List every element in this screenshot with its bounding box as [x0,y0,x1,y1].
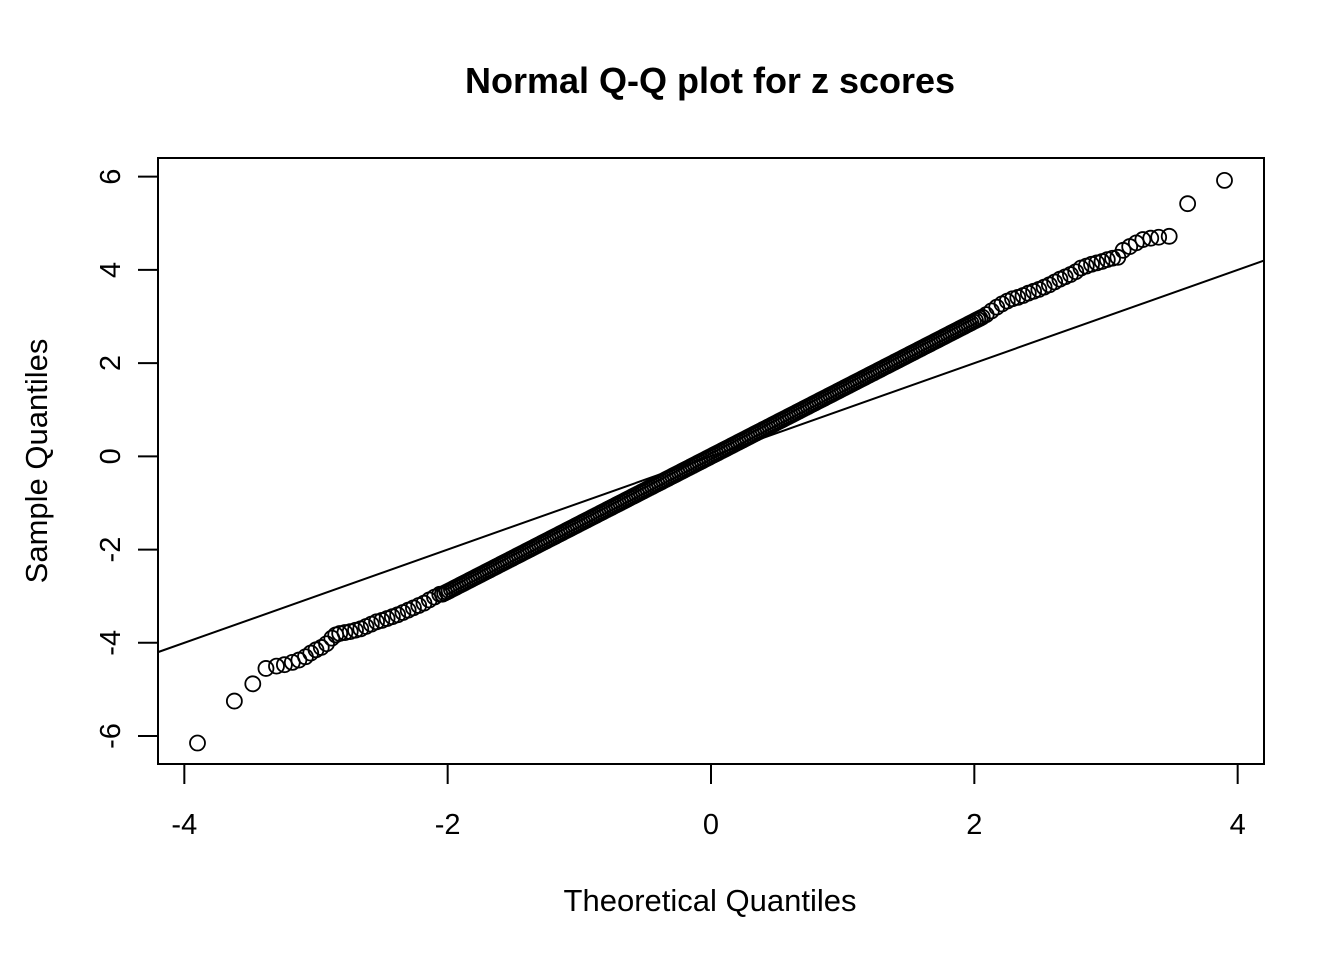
y-tick-label: -2 [95,537,127,563]
data-point [331,625,349,642]
data-point [318,635,335,653]
data-point [189,734,206,752]
y-tick-label: 6 [95,169,127,185]
y-tick-label: 4 [95,262,127,278]
data-point [1216,171,1233,189]
x-axis: -4 -2 0 2 4 [171,763,1246,841]
x-tick-label: 0 [703,809,719,841]
data-point [1179,195,1197,213]
plot-area [157,171,1265,752]
x-tick-label: 4 [1230,809,1246,841]
data-point [268,657,285,675]
y-tick-label: 2 [95,355,127,371]
data-point [312,639,330,656]
data-point [1109,248,1127,266]
y-tick-label: -6 [95,723,127,749]
data-point [244,675,262,693]
chart-title: Normal Q-Q plot for z scores [465,60,955,101]
y-tick-label: -4 [95,630,127,656]
x-tick-label: -4 [171,809,197,841]
data-point [225,692,243,710]
data-point [336,624,354,641]
y-tick-label: 0 [95,448,127,464]
data-point [1160,227,1178,245]
x-tick-label: -2 [435,809,461,841]
data-point [257,660,275,677]
y-axis-label: Sample Quantiles [19,339,54,584]
y-axis: -6 -4 -2 0 2 4 6 [95,169,159,749]
data-point [973,308,991,326]
data-point [1150,228,1168,246]
x-tick-label: 2 [966,809,982,841]
x-axis-label: Theoretical Quantiles [564,883,857,918]
